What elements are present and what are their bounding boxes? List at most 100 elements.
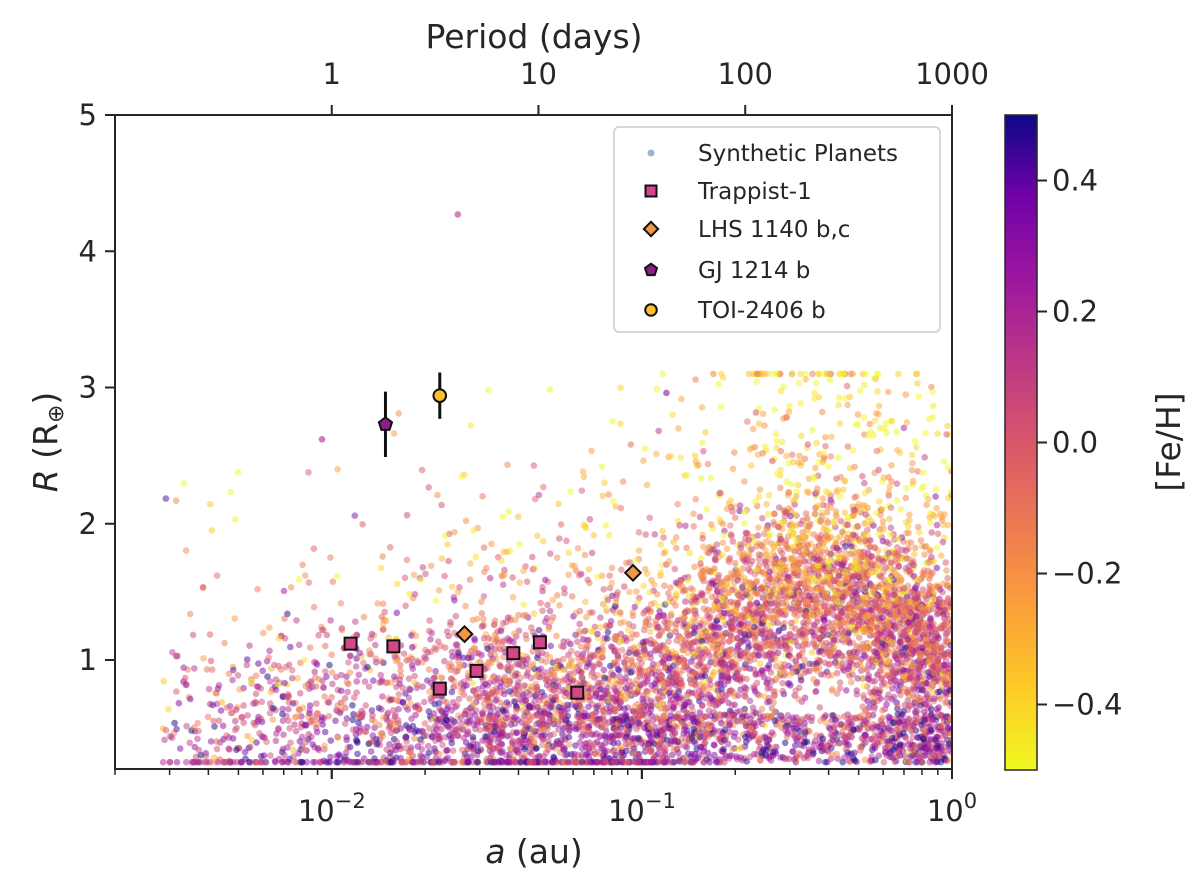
synthetic-planet [632,690,639,698]
synthetic-planet [432,667,439,675]
synthetic-planet [843,382,851,390]
synthetic-planet [585,566,593,573]
synthetic-planet [393,609,401,617]
synthetic-planet [421,698,428,706]
synthetic-planet [861,381,868,389]
synthetic-planet [272,686,280,694]
synthetic-planet [638,739,646,747]
synthetic-planet [574,638,581,645]
synthetic-planet [292,727,300,735]
synthetic-planet [853,687,860,694]
synthetic-planet [688,750,696,758]
synthetic-planet [908,466,916,474]
synthetic-planet [921,454,928,461]
synthetic-planet [453,682,461,690]
synthetic-planet [395,691,403,698]
synthetic-planet [411,672,418,680]
synthetic-planet [438,501,445,509]
synthetic-planet [494,738,502,746]
synthetic-planet [895,563,902,571]
synthetic-planet [907,653,914,661]
synthetic-planet [381,608,389,616]
synthetic-planet [725,556,732,564]
synthetic-planet [921,716,929,723]
synthetic-planet [812,379,820,387]
synthetic-planet [609,498,617,505]
synthetic-planet [808,649,816,656]
synthetic-planet [296,706,303,714]
synthetic-planet [888,734,896,742]
synthetic-planet [865,672,873,679]
synthetic-planet [914,523,922,531]
synthetic-planet [478,610,486,617]
synthetic-planet [933,544,940,551]
synthetic-planet [346,669,354,676]
synthetic-planet [716,515,723,523]
synthetic-planet [458,758,465,766]
synthetic-planet [457,720,465,727]
synthetic-planet [887,504,895,512]
synthetic-planet [893,480,901,488]
synthetic-planet [529,628,537,636]
synthetic-planet [462,602,469,610]
synthetic-planet [921,551,928,558]
synthetic-planet [749,704,757,711]
synthetic-planet [848,678,855,686]
synthetic-planet [797,677,805,684]
synthetic-planet [206,631,214,638]
synthetic-planet [417,576,425,584]
synthetic-planet [879,505,886,513]
synthetic-planet [732,729,739,737]
synthetic-planet [748,546,755,553]
synthetic-planet [900,424,908,432]
synthetic-planet [396,676,404,683]
synthetic-planet [431,674,438,681]
synthetic-planet [761,530,768,537]
synthetic-planet [225,734,233,741]
synthetic-planet [881,425,888,433]
synthetic-planet [944,521,952,529]
synthetic-planet [643,716,651,723]
synthetic-planet [327,617,334,624]
synthetic-planet [546,654,554,661]
synthetic-planet [582,598,589,606]
synthetic-planet [696,697,703,705]
synthetic-planet [470,644,478,652]
synthetic-planet [609,671,617,679]
synthetic-planet [802,370,809,378]
synthetic-planet [909,477,917,485]
synthetic-planet [281,615,288,622]
synthetic-planet [334,465,341,473]
synthetic-planet [345,659,352,666]
synthetic-planet [190,724,198,731]
synthetic-planet [367,748,375,755]
synthetic-planet [877,581,885,588]
synthetic-planet [328,651,336,658]
synthetic-planet [834,454,842,461]
synthetic-planet [202,752,210,760]
synthetic-planet [771,607,778,615]
synthetic-planet [219,722,227,730]
synthetic-planet [405,675,413,682]
synthetic-planet [813,439,820,447]
synthetic-planet [546,607,554,615]
synthetic-planet [912,758,919,766]
synthetic-planet [827,453,835,460]
synthetic-planet [823,516,830,524]
synthetic-planet [288,666,296,674]
synthetic-planet [783,608,791,615]
synthetic-planet [646,514,653,522]
synthetic-planet [243,656,251,663]
synthetic-planet [368,707,376,714]
synthetic-planet [499,513,506,520]
synthetic-planet [692,376,699,383]
synthetic-planet [159,758,167,766]
synthetic-planet [574,545,582,552]
synthetic-planet [914,380,921,387]
synthetic-planet [260,752,268,759]
synthetic-planet [743,675,750,683]
synthetic-planet [459,654,467,661]
synthetic-planet [545,625,553,633]
synthetic-planet [692,496,699,503]
synthetic-planet [822,758,829,766]
